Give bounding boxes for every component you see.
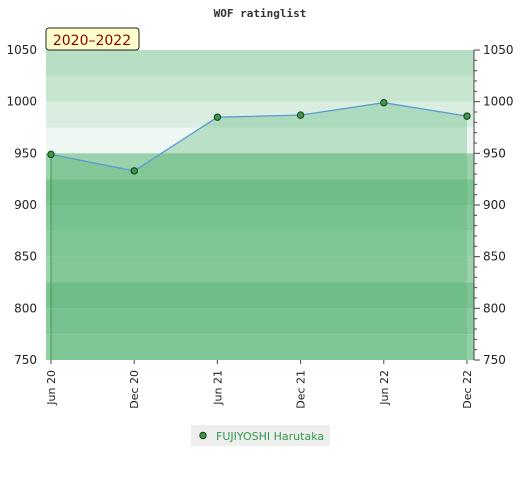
left-y-axis: 750 800 850 900 950 1000 1050 (6, 43, 37, 367)
rating-line (50, 102, 468, 172)
background-band (46, 50, 474, 76)
chart-title: WOF ratinglist (214, 7, 307, 20)
x-tick-label: Dec 20 (128, 370, 141, 409)
y-tick-label-right: 900 (483, 198, 506, 212)
legend-box (191, 425, 330, 446)
right-y-axis: 750 800 850 900 950 1000 1050 (473, 43, 514, 367)
x-tick-label: Jun 21 (211, 370, 224, 406)
background-band (46, 153, 474, 180)
x-axis: Jun 20 Dec 20 Jun 21 Dec 21 Jun 22 Dec 22 (45, 360, 474, 409)
background-band (46, 179, 474, 205)
background-band (46, 308, 474, 335)
y-tick-label-right: 1000 (483, 95, 514, 109)
y-tick-label-left: 750 (14, 353, 37, 367)
x-tick-label: Jun 22 (378, 370, 391, 406)
background-band (46, 230, 474, 257)
y-tick-label-right: 800 (483, 301, 506, 315)
legend-entry: FUJIYOSHI Harutaka (216, 430, 324, 443)
data-point (130, 167, 138, 175)
data-point (380, 99, 388, 107)
x-tick-label: Dec 21 (295, 370, 308, 409)
y-tick-label-right: 750 (483, 353, 506, 367)
y-tick-label-right: 950 (483, 146, 506, 160)
y-tick-label-left: 950 (14, 146, 37, 160)
period-badge-label: 2020–2022 (53, 33, 131, 49)
data-point (213, 113, 222, 121)
period-badge-box (45, 27, 140, 51)
period-badge: 2020–2022 (45, 27, 140, 51)
y-tick-label-right: 850 (483, 250, 506, 264)
data-points (47, 99, 471, 360)
data-point (47, 150, 55, 159)
background-band (46, 334, 474, 360)
y-tick-label-left: 1000 (6, 95, 37, 109)
data-point (296, 111, 305, 119)
y-tick-label-left: 850 (14, 250, 37, 264)
background-band (46, 205, 474, 231)
background-band (46, 282, 474, 309)
rating-area (51, 102, 467, 360)
y-tick-label-left: 900 (14, 198, 37, 212)
legend: FUJIYOSHI Harutaka (191, 425, 330, 446)
x-tick-label: Dec 22 (461, 370, 474, 409)
y-tick-label-left: 1050 (6, 43, 37, 57)
background-band (46, 256, 474, 283)
background-bands (46, 50, 474, 360)
background-band (46, 75, 474, 102)
x-tick-label: Jun 20 (45, 370, 58, 406)
background-band (46, 127, 474, 154)
y-tick-label-left: 800 (14, 301, 37, 315)
data-point (463, 112, 471, 120)
legend-marker-icon (199, 431, 207, 440)
y-tick-label-right: 1050 (483, 43, 514, 57)
